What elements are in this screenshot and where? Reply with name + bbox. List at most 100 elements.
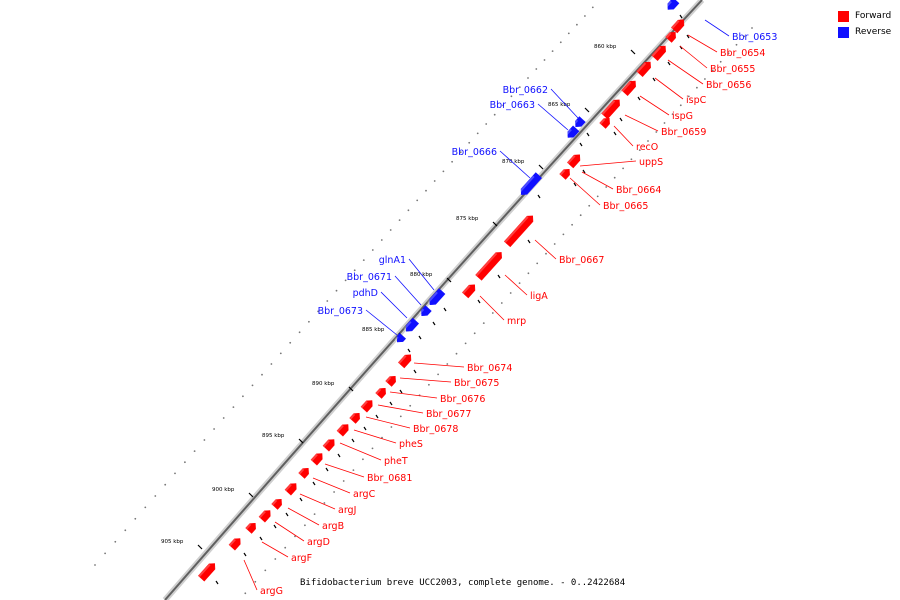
gene-arrow[interactable] xyxy=(322,437,337,452)
gene-arrow[interactable] xyxy=(621,78,639,96)
reverse-gene[interactable] xyxy=(427,288,446,308)
gene-label-bbr-0666[interactable]: Bbr_0666 xyxy=(452,147,497,158)
gene-label-argd[interactable]: argD xyxy=(307,537,330,548)
forward-gene[interactable] xyxy=(636,59,654,77)
gene-arrow[interactable] xyxy=(245,521,259,534)
gene-label-argb[interactable]: argB xyxy=(322,521,344,532)
forward-gene[interactable] xyxy=(375,386,389,399)
gene-label-argg[interactable]: argG xyxy=(260,586,283,597)
gene-arrow[interactable] xyxy=(228,536,243,551)
gene-label-bbr-0664[interactable]: Bbr_0664 xyxy=(616,185,661,196)
gene-arrow[interactable] xyxy=(651,43,669,61)
forward-gene[interactable] xyxy=(670,17,686,34)
reverse-gene[interactable] xyxy=(665,0,680,12)
gene-label-liga[interactable]: ligA xyxy=(530,291,548,302)
reverse-gene[interactable] xyxy=(418,305,432,319)
forward-gene[interactable] xyxy=(621,78,639,96)
reverse-gene[interactable] xyxy=(394,332,407,344)
gene-label-bbr-0681[interactable]: Bbr_0681 xyxy=(367,473,412,484)
forward-gene[interactable] xyxy=(559,167,573,180)
gene-arrow[interactable] xyxy=(197,561,217,582)
gene-label-bbr-0674[interactable]: Bbr_0674 xyxy=(467,363,512,374)
gene-arrow[interactable] xyxy=(394,332,407,344)
gene-label-bbr-0675[interactable]: Bbr_0675 xyxy=(454,378,499,389)
gene-arrow[interactable] xyxy=(298,466,312,479)
gene-label-bbr-0673[interactable]: Bbr_0673 xyxy=(318,306,363,317)
gene-arrow[interactable] xyxy=(559,167,573,180)
gene-label-pdhd[interactable]: pdhD xyxy=(353,288,378,299)
gene-label-bbr-0667[interactable]: Bbr_0667 xyxy=(559,255,604,266)
gene-label-bbr-0653[interactable]: Bbr_0653 xyxy=(732,32,777,43)
forward-gene[interactable] xyxy=(322,437,337,452)
gene-label-bbr-0659[interactable]: Bbr_0659 xyxy=(661,127,706,138)
reverse-gene[interactable] xyxy=(518,172,543,198)
forward-gene[interactable] xyxy=(397,352,413,369)
gene-arrow[interactable] xyxy=(599,116,613,129)
reverse-gene[interactable] xyxy=(565,125,580,140)
forward-gene[interactable] xyxy=(245,521,259,534)
gene-arrow[interactable] xyxy=(385,374,399,387)
gene-label-ispc[interactable]: ispC xyxy=(686,95,707,106)
gene-arrow[interactable] xyxy=(665,0,680,12)
gene-label-bbr-0663[interactable]: Bbr_0663 xyxy=(490,100,535,111)
gene-arrow[interactable] xyxy=(284,481,299,496)
forward-gene[interactable] xyxy=(566,152,582,169)
gene-arrow[interactable] xyxy=(349,411,363,424)
gene-arrow[interactable] xyxy=(258,508,273,523)
forward-gene[interactable] xyxy=(601,97,623,120)
forward-gene[interactable] xyxy=(385,374,399,387)
gene-arrow[interactable] xyxy=(670,17,686,34)
gene-arrow[interactable] xyxy=(403,317,420,334)
reverse-gene[interactable] xyxy=(572,116,586,130)
gene-arrow[interactable] xyxy=(336,422,351,437)
gene-arrow[interactable] xyxy=(310,451,325,466)
forward-gene[interactable] xyxy=(336,422,351,437)
forward-gene[interactable] xyxy=(461,282,477,299)
gene-label-glna1[interactable]: glnA1 xyxy=(379,255,406,266)
forward-gene[interactable] xyxy=(360,398,375,413)
gene-arrow[interactable] xyxy=(397,352,413,369)
gene-arrow[interactable] xyxy=(518,172,543,198)
gene-arrow[interactable] xyxy=(665,30,679,43)
forward-gene[interactable] xyxy=(475,250,505,281)
gene-label-reco[interactable]: recO xyxy=(636,142,658,153)
forward-gene[interactable] xyxy=(298,466,312,479)
gene-label-bbr-0665[interactable]: Bbr_0665 xyxy=(603,201,648,212)
gene-arrow[interactable] xyxy=(419,305,432,319)
forward-gene[interactable] xyxy=(349,411,363,424)
gene-label-bbr-0656[interactable]: Bbr_0656 xyxy=(706,80,751,91)
gene-arrow[interactable] xyxy=(375,386,389,399)
forward-gene[interactable] xyxy=(258,508,273,523)
gene-arrow[interactable] xyxy=(573,116,586,130)
forward-gene[interactable] xyxy=(228,536,243,551)
gene-label-bbr-0677[interactable]: Bbr_0677 xyxy=(426,409,471,420)
gene-label-bbr-0671[interactable]: Bbr_0671 xyxy=(347,272,392,283)
gene-label-bbr-0655[interactable]: Bbr_0655 xyxy=(710,64,755,75)
forward-gene[interactable] xyxy=(651,43,669,61)
gene-label-bbr-0654[interactable]: Bbr_0654 xyxy=(720,48,765,59)
gene-label-argf[interactable]: argF xyxy=(291,553,312,564)
gene-label-phet[interactable]: pheT xyxy=(384,456,408,467)
gene-arrow[interactable] xyxy=(427,288,446,308)
gene-label-phes[interactable]: pheS xyxy=(399,439,423,450)
gene-arrow[interactable] xyxy=(271,497,285,510)
forward-gene[interactable] xyxy=(284,481,299,496)
forward-gene[interactable] xyxy=(197,561,217,582)
gene-label-argj[interactable]: argJ xyxy=(338,505,356,516)
gene-label-bbr-0678[interactable]: Bbr_0678 xyxy=(413,424,458,435)
gene-label-argc[interactable]: argC xyxy=(353,489,376,500)
gene-label-mrp[interactable]: mrp xyxy=(507,316,526,327)
gene-label-bbr-0662[interactable]: Bbr_0662 xyxy=(503,85,548,96)
gene-arrow[interactable] xyxy=(503,213,535,248)
gene-arrow[interactable] xyxy=(566,152,582,169)
gene-arrow[interactable] xyxy=(461,282,477,299)
forward-gene[interactable] xyxy=(310,451,325,466)
gene-arrow[interactable] xyxy=(601,97,623,120)
gene-label-bbr-0676[interactable]: Bbr_0676 xyxy=(440,394,485,405)
reverse-gene[interactable] xyxy=(403,317,420,334)
forward-gene[interactable] xyxy=(503,213,535,248)
forward-gene[interactable] xyxy=(599,116,613,129)
gene-arrow[interactable] xyxy=(565,125,580,140)
gene-label-ispg[interactable]: ispG xyxy=(672,111,693,122)
forward-gene[interactable] xyxy=(271,497,285,510)
